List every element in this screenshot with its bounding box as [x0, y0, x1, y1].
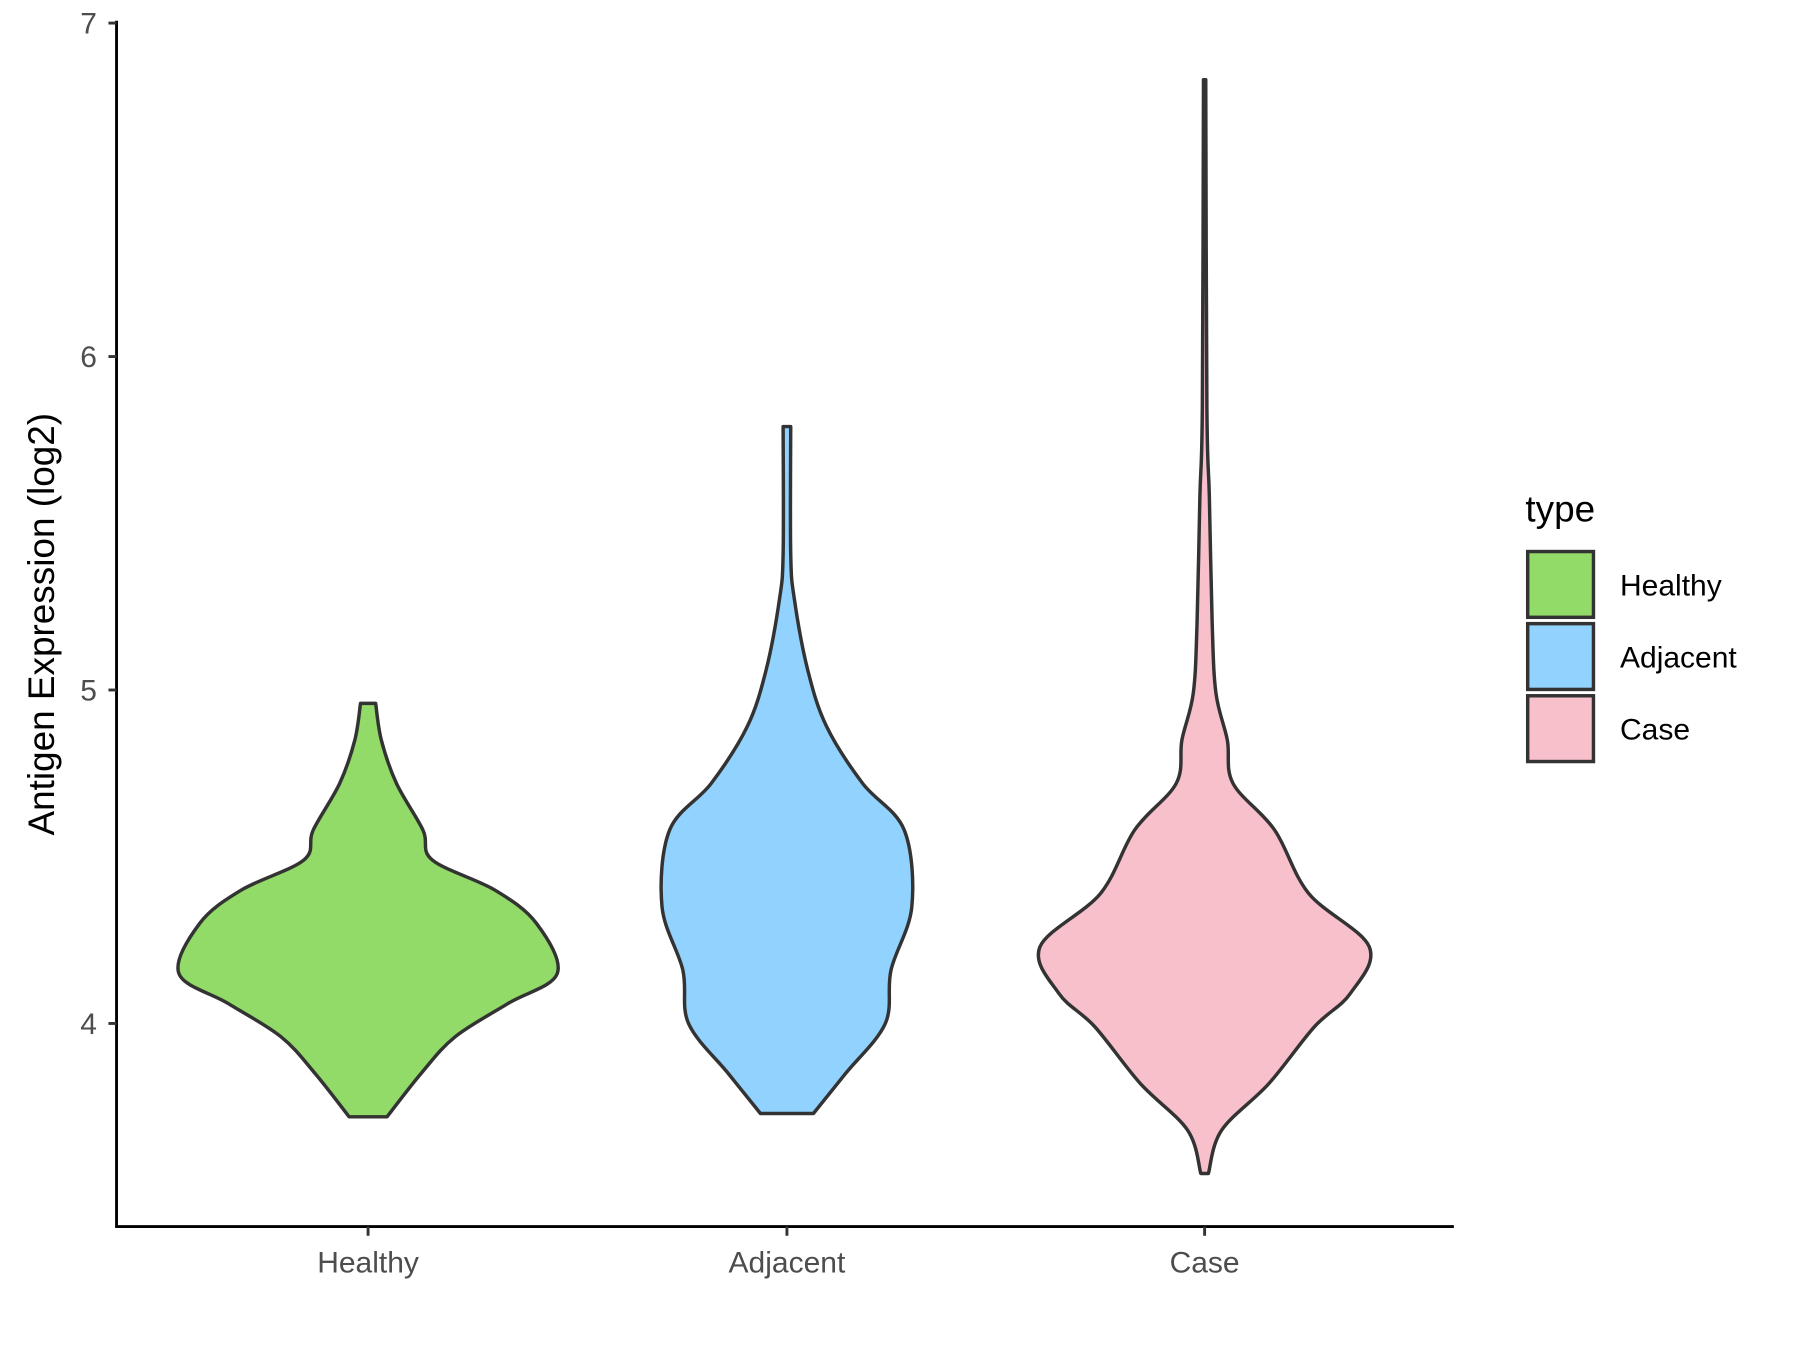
x-tick-label: Case	[1170, 1247, 1240, 1280]
y-tick-label: 6	[80, 341, 97, 374]
violin-adjacent	[659, 424, 915, 1116]
legend-swatch-adjacent	[1525, 621, 1596, 692]
legend-swatch-case	[1525, 694, 1596, 764]
violin-case	[1036, 78, 1373, 1176]
y-tick-label: 5	[80, 674, 97, 707]
violins	[176, 78, 1373, 1176]
legend: type Healthy Adjacent Case	[1525, 489, 1737, 764]
legend-label: Adjacent	[1620, 642, 1737, 675]
x-ticks: Healthy Adjacent Case	[317, 1226, 1240, 1280]
violin-healthy	[176, 701, 560, 1119]
legend-swatch-healthy	[1525, 549, 1596, 620]
y-ticks: 4 5 6 7	[80, 7, 117, 1041]
y-tick-label: 4	[80, 1008, 97, 1041]
x-tick-label: Healthy	[317, 1247, 419, 1280]
y-axis-title: Antigen Expression (log2)	[21, 413, 62, 836]
legend-label: Case	[1620, 714, 1690, 747]
y-tick-label: 7	[80, 7, 97, 40]
x-tick-label: Adjacent	[729, 1247, 846, 1280]
legend-title: type	[1525, 489, 1595, 530]
legend-label: Healthy	[1620, 569, 1722, 602]
